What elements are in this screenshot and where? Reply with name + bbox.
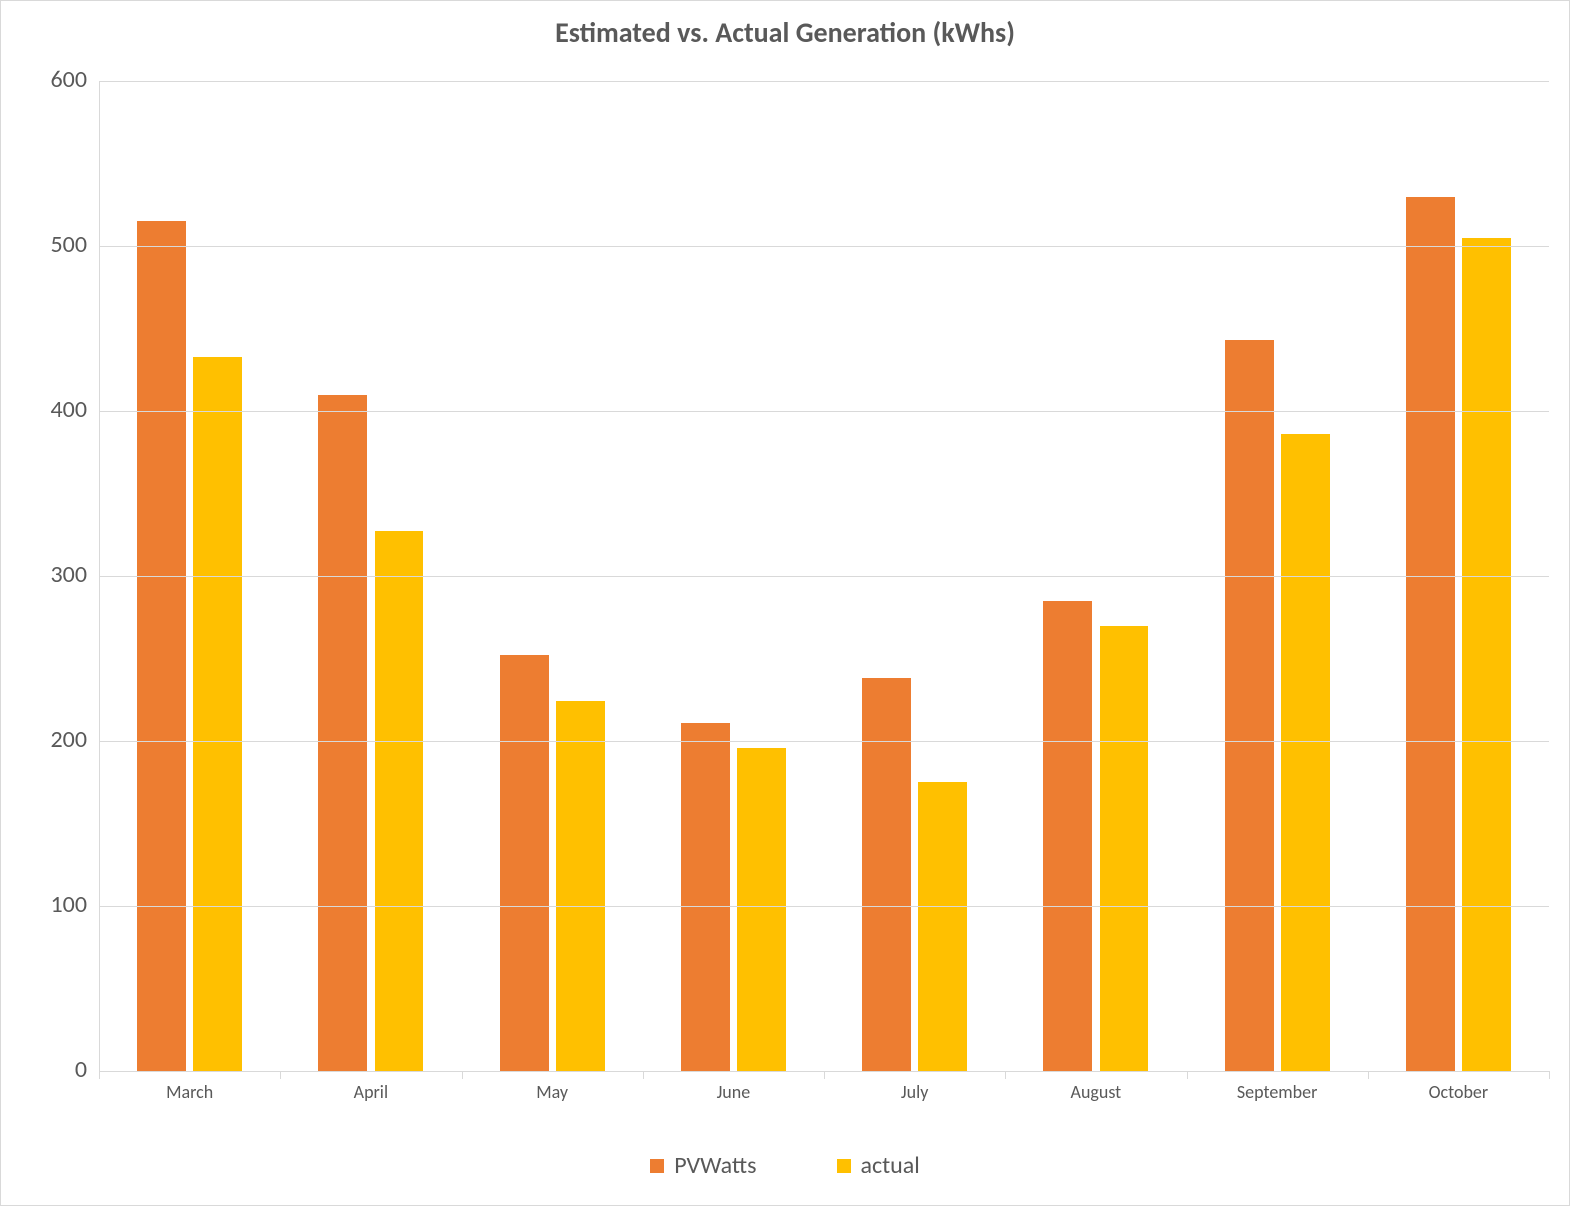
x-tick-label: July: [901, 1071, 928, 1103]
gridline: [99, 81, 1549, 82]
y-tick-label: 400: [51, 395, 100, 424]
x-tick-label: April: [354, 1071, 388, 1103]
x-tick-label: May: [536, 1071, 568, 1103]
bar: [137, 221, 186, 1071]
bar: [862, 678, 911, 1071]
x-tick-label: March: [166, 1071, 213, 1103]
bar: [1100, 626, 1149, 1072]
bar: [1281, 434, 1330, 1071]
x-tick-mark: [1549, 1071, 1550, 1079]
x-tick-mark: [462, 1071, 463, 1079]
x-tick-mark: [643, 1071, 644, 1079]
bar: [556, 701, 605, 1071]
bar: [1406, 197, 1455, 1072]
y-tick-label: 600: [51, 65, 100, 94]
legend-item: PVWatts: [650, 1151, 756, 1180]
gridline: [99, 411, 1549, 412]
x-tick-mark: [280, 1071, 281, 1079]
x-tick-label: August: [1071, 1071, 1122, 1103]
x-tick-mark: [1187, 1071, 1188, 1079]
gridline: [99, 741, 1549, 742]
y-tick-label: 300: [51, 560, 100, 589]
y-tick-label: 500: [51, 230, 100, 259]
legend-swatch: [650, 1159, 664, 1173]
bar: [1225, 340, 1274, 1071]
bar: [193, 357, 242, 1071]
legend: PVWatts actual: [1, 1151, 1569, 1180]
plot-area: 0100200300400500600MarchAprilMayJuneJuly…: [99, 81, 1549, 1071]
y-tick-label: 100: [51, 890, 100, 919]
y-tick-label: 200: [51, 725, 100, 754]
gridline: [99, 576, 1549, 577]
bar: [500, 655, 549, 1071]
legend-item: actual: [837, 1151, 920, 1180]
legend-label: PVWatts: [674, 1151, 756, 1180]
legend-label: actual: [861, 1151, 920, 1180]
x-tick-mark: [1368, 1071, 1369, 1079]
x-tick-mark: [99, 1071, 100, 1079]
y-tick-label: 0: [75, 1055, 99, 1084]
bar: [681, 723, 730, 1071]
x-tick-label: October: [1429, 1071, 1489, 1103]
chart-container: Estimated vs. Actual Generation (kWhs) 0…: [0, 0, 1570, 1206]
legend-swatch: [837, 1159, 851, 1173]
bar: [375, 531, 424, 1071]
x-tick-label: June: [717, 1071, 751, 1103]
bar: [1043, 601, 1092, 1071]
gridline: [99, 246, 1549, 247]
bar: [737, 748, 786, 1071]
x-tick-mark: [1005, 1071, 1006, 1079]
x-tick-label: September: [1237, 1071, 1317, 1103]
gridline: [99, 906, 1549, 907]
bar: [1462, 238, 1511, 1071]
chart-title: Estimated vs. Actual Generation (kWhs): [1, 15, 1569, 50]
bar: [918, 782, 967, 1071]
x-tick-mark: [824, 1071, 825, 1079]
bar: [318, 395, 367, 1072]
